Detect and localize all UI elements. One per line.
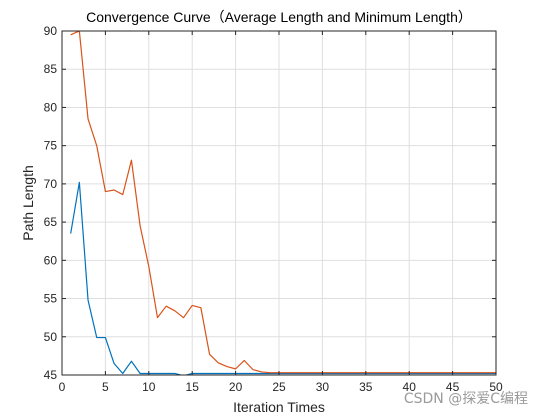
chart-title: Convergence Curve（Average Length and Min…	[86, 9, 472, 25]
series-line-1	[70, 181, 496, 375]
ticks	[61, 30, 497, 376]
x-tick-label: 20	[229, 380, 243, 394]
x-tick-label: 5	[102, 380, 109, 394]
y-tick-label: 80	[44, 100, 58, 114]
x-tick-label: 50	[489, 380, 503, 394]
x-tick-label: 30	[316, 380, 330, 394]
x-tick-label: 10	[142, 380, 156, 394]
x-tick-labels: 0 5 10 15 20 25 30 35 40 45 50	[59, 380, 503, 394]
y-axis-label: Path Length	[20, 165, 36, 241]
x-tick-label: 40	[403, 380, 417, 394]
y-tick-label: 55	[44, 292, 58, 306]
series-layer	[70, 31, 496, 375]
watermark: CSDN @探爱C编程	[404, 391, 528, 407]
y-tick-label: 85	[44, 62, 58, 76]
x-axis-label: Iteration Times	[233, 399, 325, 415]
x-tick-label: 15	[186, 380, 200, 394]
y-tick-label: 60	[44, 253, 58, 267]
x-tick-label: 0	[59, 380, 66, 394]
y-tick-label: 75	[44, 139, 58, 153]
series-line-2	[70, 31, 496, 374]
y-tick-label: 45	[44, 368, 58, 382]
x-tick-label: 35	[359, 380, 373, 394]
y-tick-label: 50	[44, 330, 58, 344]
x-tick-label: 25	[272, 380, 286, 394]
y-tick-label: 65	[44, 215, 58, 229]
y-tick-label: 70	[44, 177, 58, 191]
y-tick-label: 90	[44, 24, 58, 38]
y-tick-labels: 45 50 55 60 65 70 75 80 85 90	[44, 24, 58, 382]
x-tick-label: 45	[446, 380, 460, 394]
